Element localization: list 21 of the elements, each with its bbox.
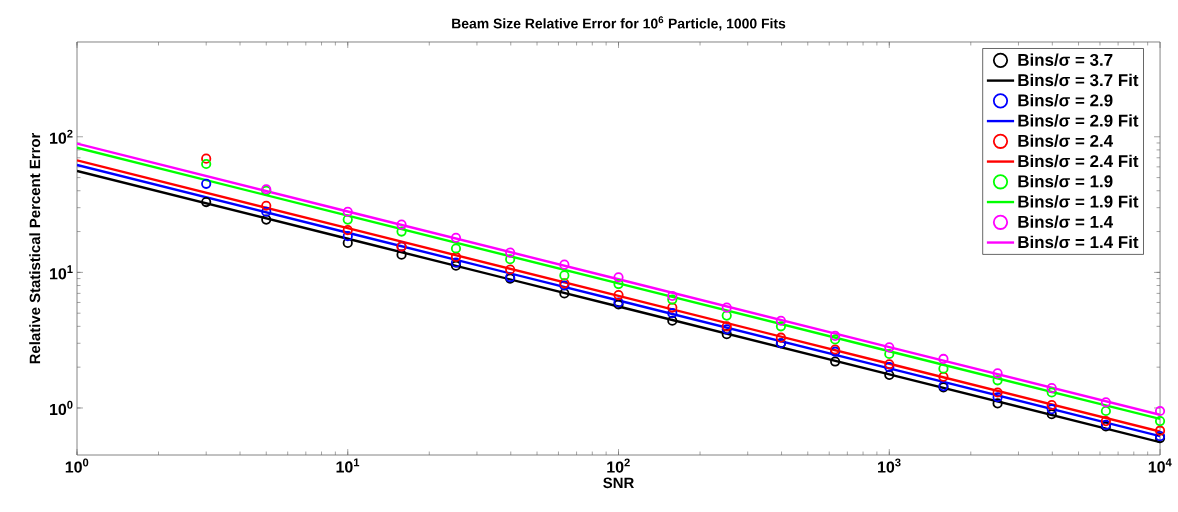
- y-tick-label: 10$^{1}$: [50, 265, 73, 280]
- legend-label: Bins/σ = 2.9 Fit: [1018, 114, 1139, 127]
- legend-label: Bins/σ = 2.9: [1018, 93, 1113, 107]
- chart-title: Beam Size Relative Error for 10$^{6}$ Particle, 1000 Fits: [452, 16, 786, 31]
- legend-label: Bins/σ = 3.7 Fit: [1018, 73, 1139, 87]
- legend-label: Bins/σ = 1.9 Fit: [1018, 195, 1139, 208]
- x-tick-label: 10$^{4}$: [1148, 458, 1172, 473]
- legend-label: Bins/σ = 2.4 Fit: [1018, 154, 1139, 168]
- y-axis-title: Relative Statistical Percent Error: [29, 132, 41, 364]
- x-tick-label: 10$^{2}$: [607, 458, 630, 473]
- legend-label: Bins/σ = 1.4 Fit: [1018, 235, 1139, 249]
- y-tick-label: 10$^{0}$: [50, 400, 73, 416]
- x-tick-label: 10$^{1}$: [336, 458, 360, 473]
- legend-label: Bins/σ = 1.4: [1018, 215, 1114, 229]
- x-axis-title: SNR: [603, 477, 634, 489]
- x-tick-label: 10$^{0}$: [65, 458, 89, 473]
- legend-label: Bins/σ = 1.9: [1018, 174, 1113, 188]
- legend-label: Bins/σ = 3.7: [1018, 53, 1113, 67]
- legend-label: Bins/σ = 2.4: [1018, 134, 1114, 148]
- y-tick-label: 10$^{2}$: [50, 129, 73, 144]
- x-tick-label: 10$^{3}$: [878, 458, 901, 473]
